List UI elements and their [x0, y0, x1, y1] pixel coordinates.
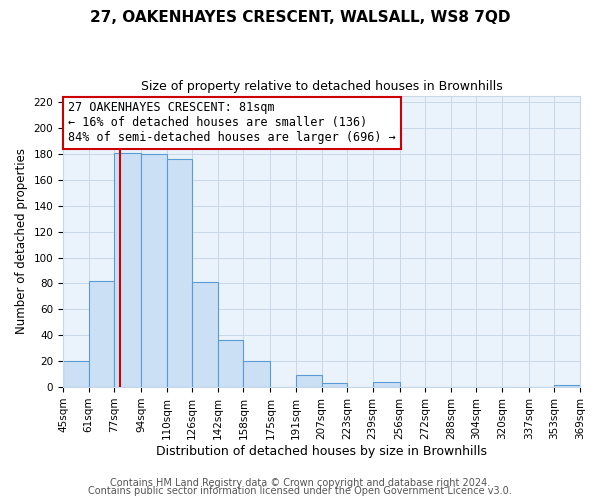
Y-axis label: Number of detached properties: Number of detached properties	[15, 148, 28, 334]
Bar	[63, 361, 89, 387]
X-axis label: Distribution of detached houses by size in Brownhills: Distribution of detached houses by size …	[156, 444, 487, 458]
Text: Contains HM Land Registry data © Crown copyright and database right 2024.: Contains HM Land Registry data © Crown c…	[110, 478, 490, 488]
Bar	[114, 152, 141, 387]
Bar	[218, 340, 244, 387]
Bar	[141, 154, 167, 387]
Text: 27 OAKENHAYES CRESCENT: 81sqm
← 16% of detached houses are smaller (136)
84% of : 27 OAKENHAYES CRESCENT: 81sqm ← 16% of d…	[68, 102, 396, 144]
Bar	[296, 376, 322, 387]
Bar	[554, 384, 580, 387]
Bar	[167, 159, 192, 387]
Title: Size of property relative to detached houses in Brownhills: Size of property relative to detached ho…	[140, 80, 502, 93]
Bar	[322, 383, 347, 387]
Bar	[192, 282, 218, 387]
Bar	[373, 382, 400, 387]
Bar	[89, 281, 114, 387]
Text: 27, OAKENHAYES CRESCENT, WALSALL, WS8 7QD: 27, OAKENHAYES CRESCENT, WALSALL, WS8 7Q…	[90, 10, 510, 25]
Text: Contains public sector information licensed under the Open Government Licence v3: Contains public sector information licen…	[88, 486, 512, 496]
Bar	[244, 361, 271, 387]
